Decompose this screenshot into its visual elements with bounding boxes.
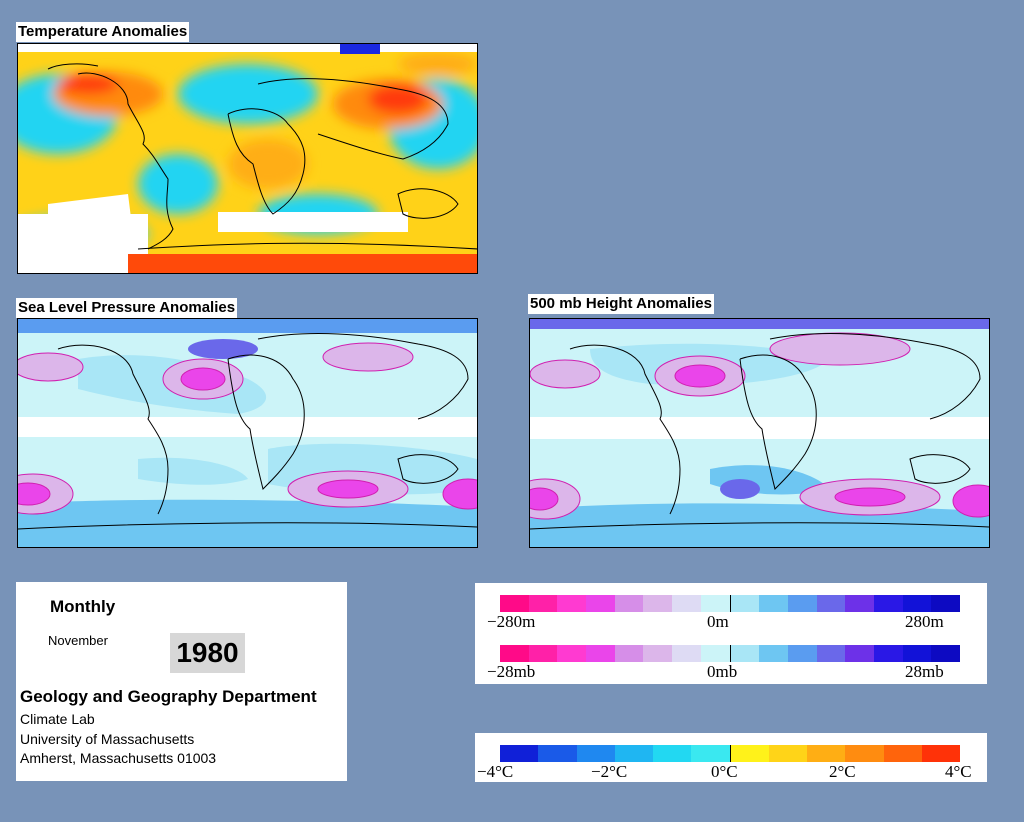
year-label: 1980	[170, 633, 245, 673]
colorbar-swatch	[672, 595, 701, 612]
colorbar-swatch	[883, 745, 922, 762]
colorbar-swatch	[700, 645, 731, 662]
slp-map-title: Sea Level Pressure Anomalies	[16, 298, 238, 318]
temperature-colorbar	[500, 745, 960, 762]
temp-label-neg4: −4°C	[477, 762, 514, 781]
pressure-mid-label: 0mb	[707, 662, 738, 681]
colorbar-swatch	[845, 745, 884, 762]
temperature-map-title: Temperature Anomalies	[16, 22, 190, 42]
colorbar-swatch	[557, 645, 587, 662]
colorbar-swatch	[653, 745, 692, 762]
colorbar-swatch	[873, 645, 903, 662]
colorbar-swatch	[643, 595, 673, 612]
height500-map-title: 500 mb Height Anomalies	[528, 294, 714, 314]
month-label: November	[48, 633, 108, 648]
height-colorbar	[500, 595, 960, 612]
colorbar-swatch	[586, 645, 615, 662]
colorbar-swatch	[528, 645, 558, 662]
colorbar-swatch	[500, 595, 529, 612]
colorbar-swatch	[807, 745, 846, 762]
colorbar-swatch	[787, 645, 817, 662]
colorbar-swatch	[730, 745, 769, 762]
temp-label-neg2: −2°C	[591, 762, 628, 781]
colorbar-swatch	[845, 595, 874, 612]
sea-level-pressure-anomaly-map	[17, 318, 478, 548]
temp-label-zero: 0°C	[711, 762, 738, 781]
colorbar-swatch	[614, 645, 644, 662]
colorbar-swatch	[586, 595, 615, 612]
colorbar-swatch	[500, 745, 539, 762]
pressure-max-label: 28mb	[905, 662, 944, 681]
lab-label: Climate Lab	[20, 711, 95, 727]
colorbar-swatch	[576, 745, 615, 762]
pressure-min-label: −28mb	[487, 662, 536, 681]
colorbar-swatch	[816, 645, 846, 662]
colorbar-swatch	[557, 595, 587, 612]
colorbar-swatch	[500, 645, 529, 662]
colorbar-swatch	[768, 745, 807, 762]
colorbar-swatch	[614, 745, 653, 762]
colorbar-swatch	[730, 645, 760, 662]
colorbar-swatch	[759, 645, 788, 662]
colorbar-swatch	[691, 745, 731, 762]
colorbar-swatch	[902, 595, 932, 612]
colorbar-swatch	[921, 745, 960, 762]
colorbar-swatch	[931, 645, 960, 662]
colorbar-swatch	[643, 645, 673, 662]
address-label: Amherst, Massachusetts 01003	[20, 750, 217, 766]
info-panel: Monthly November 1980 Geology and Geogra…	[16, 582, 347, 781]
colorbar-swatch	[873, 595, 903, 612]
colorbar-swatch	[816, 595, 846, 612]
height-min-label: −280m	[487, 612, 536, 631]
height-mid-label: 0m	[707, 612, 729, 631]
temp-label-pos2: 2°C	[829, 762, 856, 781]
colorbar-swatch	[902, 645, 932, 662]
colorbar-swatch	[672, 645, 701, 662]
colorbar-swatch	[845, 645, 874, 662]
colorbar-swatch	[759, 595, 788, 612]
pressure-colorbar	[500, 645, 960, 662]
500mb-height-anomaly-map	[529, 318, 990, 548]
department-label: Geology and Geography Department	[20, 687, 317, 706]
temp-label-pos4: 4°C	[945, 762, 972, 781]
frequency-label: Monthly	[50, 597, 116, 616]
colorbar-swatch	[528, 595, 558, 612]
height-max-label: 280m	[905, 612, 944, 631]
anomaly-legend-panel: −280m 0m 280m −28mb 0mb 28mb	[475, 583, 987, 684]
colorbar-swatch	[538, 745, 577, 762]
colorbar-swatch	[700, 595, 731, 612]
colorbar-swatch	[730, 595, 760, 612]
colorbar-swatch	[787, 595, 817, 612]
colorbar-swatch	[614, 595, 644, 612]
temperature-anomaly-map	[17, 43, 478, 274]
colorbar-swatch	[931, 595, 960, 612]
temperature-legend-panel: −4°C −2°C 0°C 2°C 4°C	[475, 733, 987, 782]
university-label: University of Massachusetts	[20, 731, 195, 747]
